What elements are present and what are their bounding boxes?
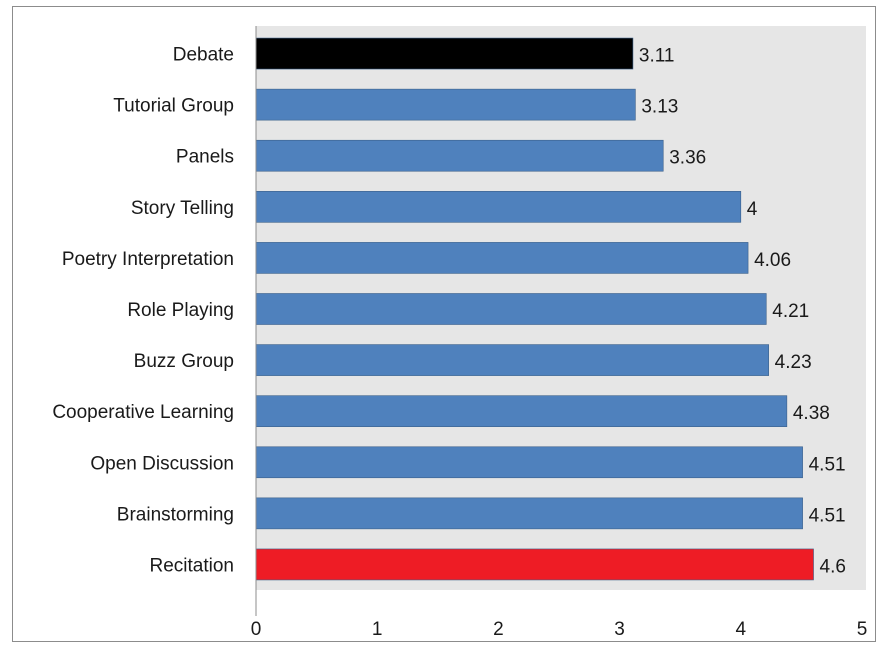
- bar-cooperative-learning: [255, 395, 788, 427]
- value-label: 4: [747, 199, 758, 220]
- category-label: Story Telling: [131, 198, 234, 219]
- value-label: 4.21: [772, 301, 809, 322]
- x-tick-labels: 0 1 2 3 4 5: [251, 619, 868, 640]
- bar-panels: [255, 139, 664, 172]
- category-label: Brainstorming: [117, 504, 234, 525]
- x-tick-label: 0: [251, 619, 262, 640]
- category-label: Role Playing: [127, 300, 234, 321]
- value-label: 4.06: [754, 250, 791, 271]
- x-tick-label: 5: [857, 619, 868, 640]
- x-tick-label: 1: [372, 619, 383, 640]
- value-labels: 3.11 3.13 3.36 4 4.06 4.21 4.23 4.38 4.51 4.51 4.6: [639, 46, 846, 578]
- bar-tutorial-group: [255, 88, 636, 121]
- bar-role-playing: [255, 293, 767, 325]
- category-label: Open Discussion: [90, 453, 234, 474]
- category-label: Cooperative Learning: [52, 402, 234, 423]
- category-label: Poetry Interpretation: [62, 249, 234, 270]
- chart-frame: [12, 6, 876, 642]
- x-tick-label: 4: [736, 619, 747, 640]
- bar-buzz-group: [255, 344, 769, 376]
- value-label: 4.51: [809, 454, 846, 475]
- bar-poetry-interpretation: [255, 242, 749, 274]
- category-label: Buzz Group: [134, 351, 234, 372]
- bar-story-telling: [255, 191, 742, 223]
- value-label: 3.13: [641, 97, 678, 118]
- bars: [255, 37, 814, 581]
- bar-brainstorming: [255, 497, 803, 530]
- value-label: 3.36: [669, 148, 706, 169]
- category-label: Panels: [176, 147, 234, 168]
- bar-debate: [255, 37, 634, 70]
- category-labels: Debate Tutorial Group Panels Story Telling P…: [52, 45, 234, 577]
- category-label: Tutorial Group: [113, 96, 234, 117]
- category-label: Debate: [173, 45, 234, 66]
- bar-open-discussion: [255, 446, 803, 479]
- value-label: 3.11: [639, 46, 675, 67]
- x-tick-label: 3: [614, 619, 625, 640]
- value-label: 4.23: [775, 352, 812, 373]
- value-label: 4.38: [793, 403, 830, 424]
- value-label: 4.6: [820, 556, 846, 577]
- bar-recitation: [255, 548, 814, 581]
- value-label: 4.51: [809, 505, 846, 526]
- category-label: Recitation: [150, 555, 235, 576]
- x-tick-label: 2: [493, 619, 504, 640]
